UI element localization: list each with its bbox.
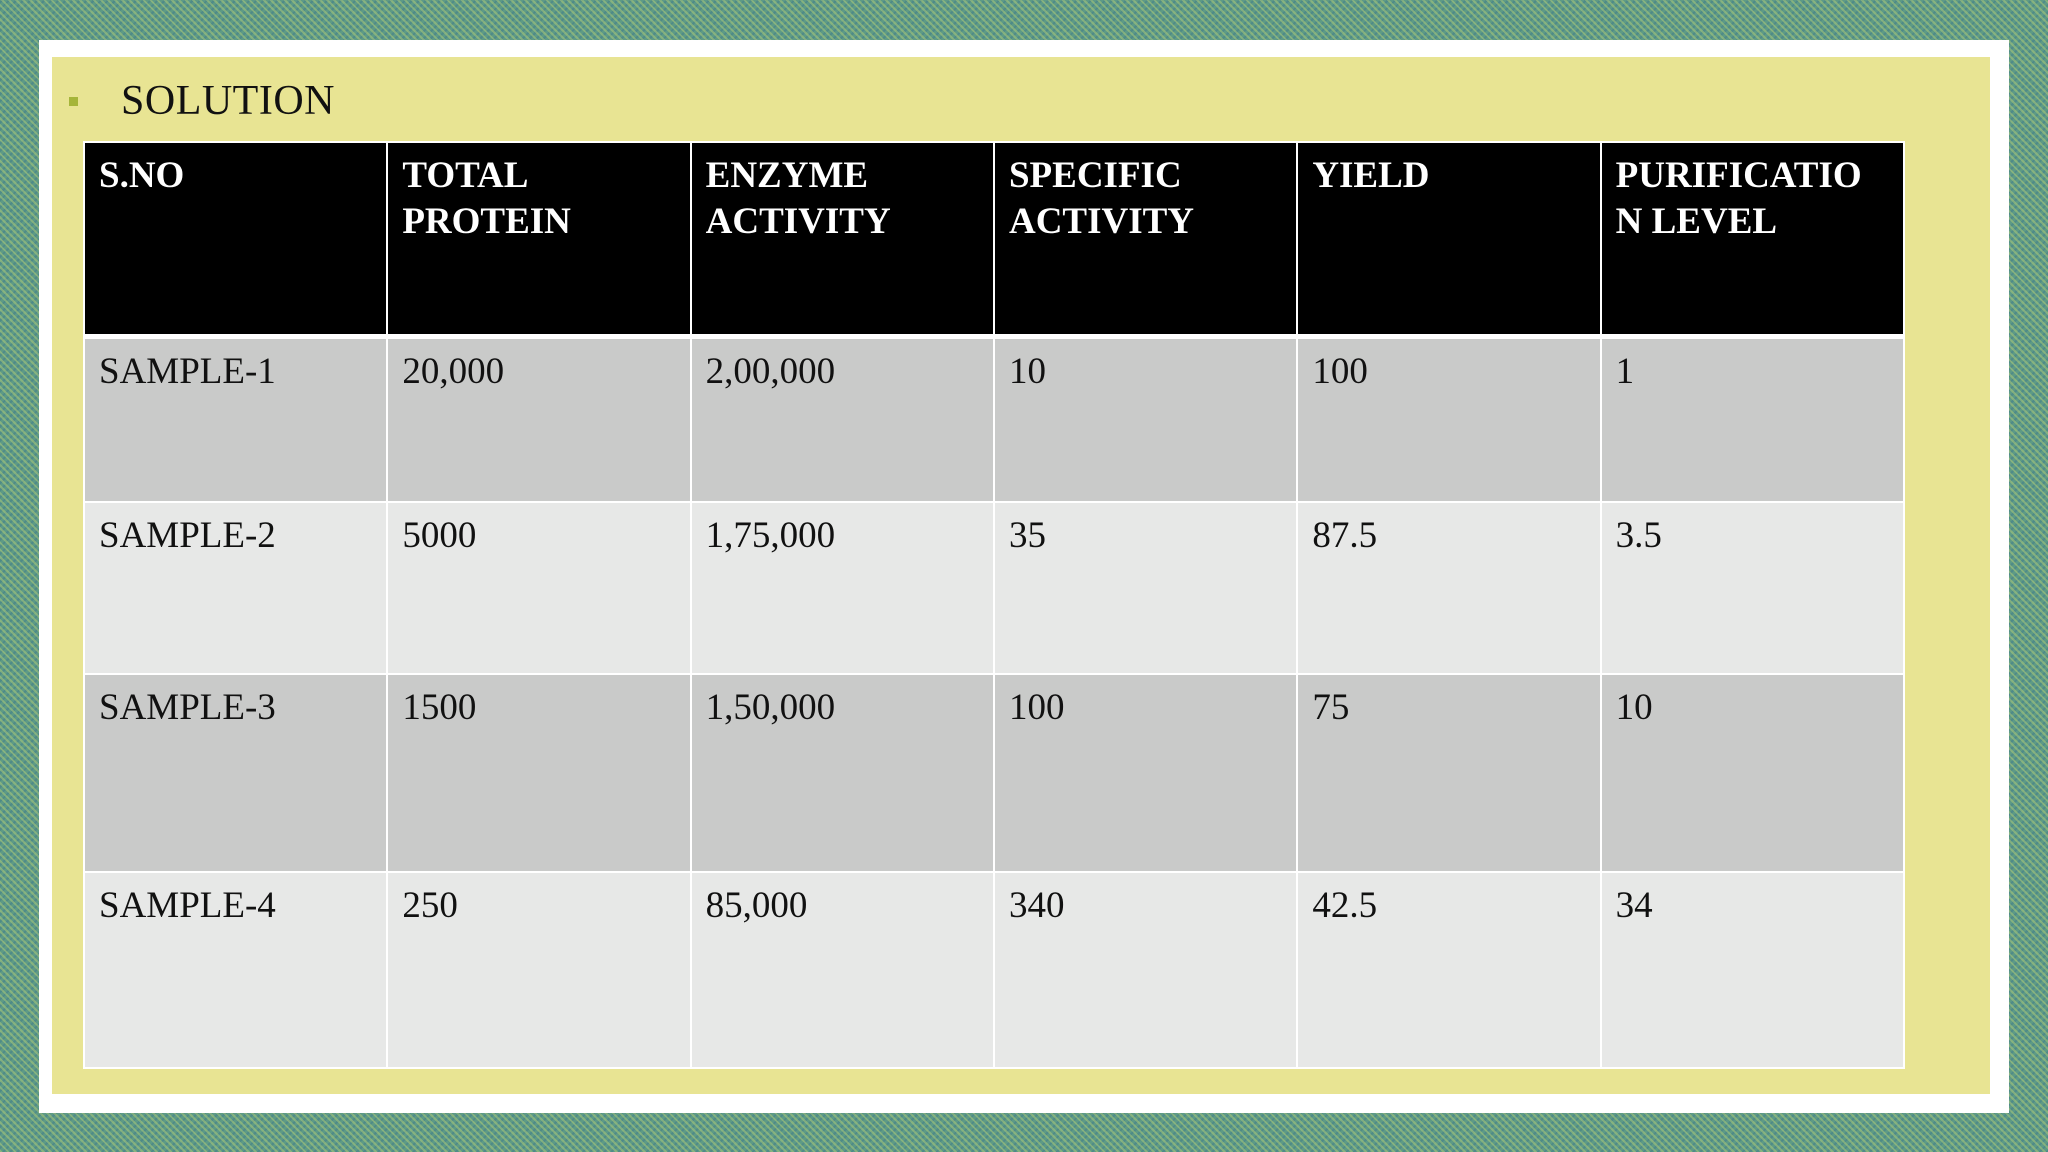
header-specific-activity: SPECIFIC ACTIVITY [992, 141, 1299, 339]
table-cell: 34 [1599, 871, 1906, 1069]
header-sno: S.NO [82, 141, 389, 339]
table-cell: 100 [1296, 335, 1602, 503]
bullet-text: SOLUTION [121, 78, 335, 124]
table-cell: 250 [386, 871, 692, 1069]
table-row: SAMPLE-1 20,000 2,00,000 10 100 1 [82, 335, 1906, 503]
table-cell: 5000 [386, 501, 692, 675]
table-cell: 2,00,000 [689, 335, 995, 503]
table-cell: SAMPLE-4 [82, 871, 389, 1069]
header-purification-level: PURIFICATIO N LEVEL [1599, 141, 1906, 339]
table-cell: 35 [992, 501, 1299, 675]
table-cell: SAMPLE-1 [82, 335, 389, 503]
table-cell: 20,000 [386, 335, 692, 503]
table-cell: 100 [992, 673, 1299, 873]
table-cell: 75 [1296, 673, 1602, 873]
table-cell: 1,75,000 [689, 501, 995, 675]
table-cell: 85,000 [689, 871, 995, 1069]
table-cell: 42.5 [1296, 871, 1602, 1069]
bullet-item: SOLUTION [69, 71, 335, 131]
slide-content: SOLUTION S.NO TOTAL PROTEIN ENZYME ACTIV… [52, 57, 1990, 1094]
table-row: SAMPLE-4 250 85,000 340 42.5 34 [82, 871, 1906, 1069]
table-cell: 3.5 [1599, 501, 1906, 675]
table-cell: 1500 [386, 673, 692, 873]
table-cell: 87.5 [1296, 501, 1602, 675]
header-total-protein: TOTAL PROTEIN [386, 141, 692, 339]
square-bullet-icon [69, 96, 78, 106]
table-cell: 1,50,000 [689, 673, 995, 873]
slide-frame: SOLUTION S.NO TOTAL PROTEIN ENZYME ACTIV… [39, 40, 2009, 1113]
table-row: SAMPLE-2 5000 1,75,000 35 87.5 3.5 [82, 501, 1906, 675]
table-cell: SAMPLE-2 [82, 501, 389, 675]
table-cell: 10 [1599, 673, 1906, 873]
purification-table: S.NO TOTAL PROTEIN ENZYME ACTIVITY SPECI… [82, 141, 1906, 1069]
table-cell: 1 [1599, 335, 1906, 503]
header-enzyme-activity: ENZYME ACTIVITY [689, 141, 995, 339]
header-yield: YIELD [1296, 141, 1602, 339]
table-cell: 10 [992, 335, 1299, 503]
table-header-row: S.NO TOTAL PROTEIN ENZYME ACTIVITY SPECI… [82, 141, 1906, 339]
table-row: SAMPLE-3 1500 1,50,000 100 75 10 [82, 673, 1906, 873]
table-cell: 340 [992, 871, 1299, 1069]
table-cell: SAMPLE-3 [82, 673, 389, 873]
